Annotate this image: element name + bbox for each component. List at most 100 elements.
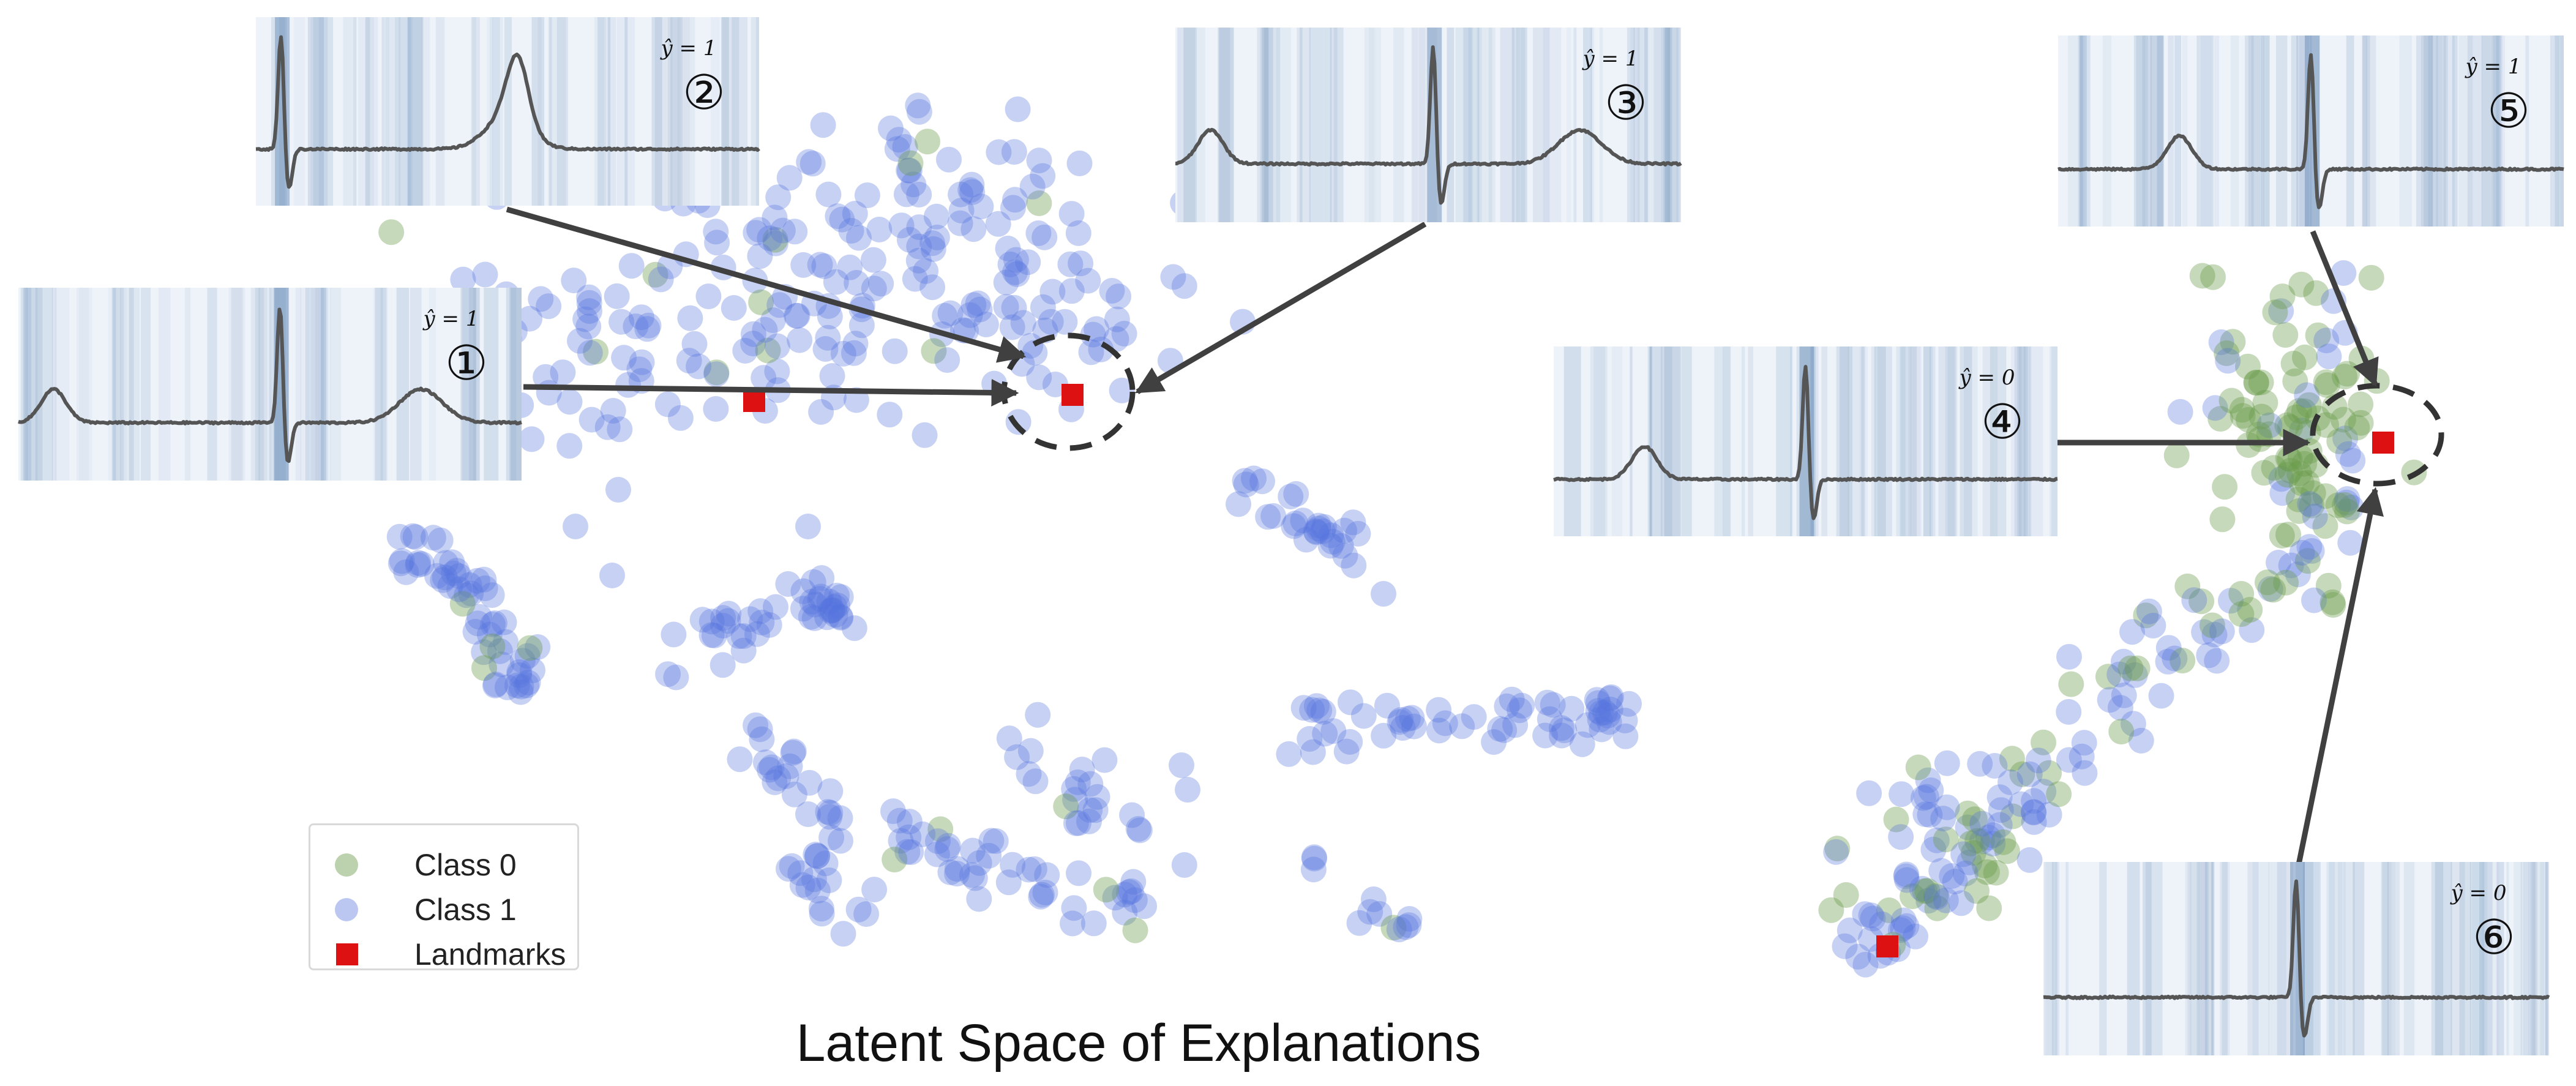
point-class1 (996, 725, 1022, 752)
attribution-band (2430, 36, 2443, 227)
point-class1 (550, 359, 576, 386)
attribution-band (295, 288, 302, 481)
point-class0 (2332, 492, 2357, 518)
point-class1 (919, 230, 946, 257)
attribution-band (1901, 346, 1912, 536)
point-class1 (760, 307, 786, 334)
point-class0 (2320, 592, 2346, 618)
point-class1 (1494, 693, 1520, 719)
point-class1 (1004, 744, 1030, 770)
point-class1 (655, 661, 681, 687)
point-class0 (2124, 655, 2151, 681)
point-class1 (1028, 883, 1054, 910)
point-class1 (2208, 329, 2234, 355)
attribution-band (358, 17, 362, 206)
attribution-band (1861, 346, 1865, 536)
attribution-band (207, 288, 217, 481)
attribution-band (2252, 862, 2269, 1055)
attribution-band (1627, 28, 1635, 222)
point-class1 (1893, 861, 1920, 888)
inset-number-badge: ⑥ (2473, 910, 2515, 965)
attribution-band (1309, 28, 1324, 222)
point-class1 (487, 638, 513, 664)
attribution-band (1177, 28, 1196, 222)
attribution-band (1714, 346, 1731, 536)
attribution-band (1563, 346, 1581, 536)
point-class1 (528, 286, 554, 312)
point-class1 (782, 219, 808, 245)
point-class1 (960, 292, 987, 318)
point-class1 (1001, 294, 1027, 321)
point-class1 (1346, 910, 1372, 936)
point-class1 (816, 588, 842, 615)
point-class1 (1061, 895, 1087, 921)
point-class1 (1371, 722, 1397, 749)
arrow-inset-5 (2310, 230, 2379, 388)
point-class0 (897, 150, 924, 176)
attribution-band (228, 288, 245, 481)
point-class1 (919, 274, 946, 301)
attribution-band (343, 17, 353, 206)
attribution-band (472, 17, 476, 206)
attribution-band (1364, 28, 1381, 222)
point-class1 (1309, 518, 1336, 544)
point-class0 (2207, 406, 2234, 432)
attribution-band (250, 288, 268, 481)
point-class0 (1026, 190, 1052, 216)
point-class1 (1099, 278, 1125, 304)
attribution-band (2482, 36, 2492, 227)
attribution-band (122, 288, 133, 481)
point-class1 (1387, 709, 1413, 735)
point-class1 (456, 572, 482, 598)
point-class1 (906, 181, 932, 208)
point-class0 (2095, 664, 2121, 690)
point-class1 (894, 839, 921, 865)
point-class1 (2021, 809, 2047, 835)
attribution-band (2185, 862, 2200, 1055)
point-class1 (1920, 836, 1947, 863)
point-class1 (1574, 712, 1601, 738)
point-class1 (1300, 739, 1326, 765)
point-class1 (1016, 856, 1042, 883)
attribution-band (2530, 862, 2548, 1055)
point-class1 (2202, 395, 2228, 421)
point-class1 (465, 610, 491, 637)
attribution-band (2150, 36, 2164, 227)
point-class1 (866, 217, 893, 242)
attribution-band (2050, 346, 2057, 536)
point-class1 (762, 204, 788, 231)
point-class1 (661, 621, 687, 648)
point-class1 (1058, 201, 1085, 227)
attribution-band (2189, 862, 2207, 1055)
point-class1 (1616, 691, 1642, 717)
attribution-band (2523, 862, 2537, 1055)
attribution-band (2045, 862, 2054, 1055)
point-class1 (1942, 869, 1968, 895)
point-class0 (2046, 781, 2072, 807)
legend-marker-landmarks (336, 943, 358, 965)
point-class1 (751, 365, 777, 391)
attribution-band (1679, 28, 1681, 222)
attribution-band (2520, 862, 2529, 1055)
point-class1 (1169, 752, 1194, 778)
point-class1 (781, 738, 807, 765)
point-class1 (1915, 767, 1941, 793)
point-class1 (2301, 587, 2327, 613)
inset-background (256, 17, 759, 206)
point-class1 (618, 253, 645, 279)
point-class0 (2283, 404, 2310, 430)
attribution-band (1369, 28, 1375, 222)
point-class1 (604, 283, 630, 309)
attribution-band (531, 17, 545, 206)
point-class1 (1597, 697, 1623, 722)
attribution-band (565, 17, 568, 206)
point-class0 (1960, 840, 1986, 866)
point-class1 (1333, 738, 1360, 765)
point-class0 (2294, 470, 2320, 496)
point-class1 (985, 211, 1011, 237)
attribution-band (76, 288, 89, 481)
attribution-band (120, 288, 124, 481)
point-class0 (2286, 460, 2312, 487)
attribution-band (2514, 862, 2522, 1055)
point-class1 (479, 612, 506, 637)
